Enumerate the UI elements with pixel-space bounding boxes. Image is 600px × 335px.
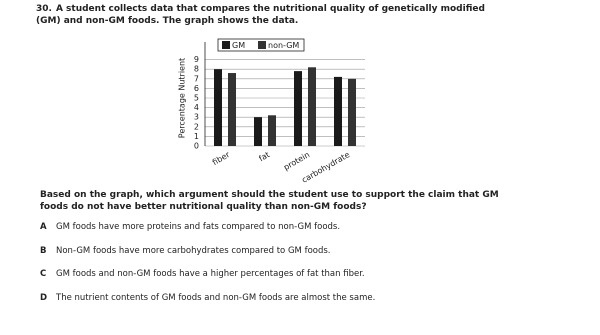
y-tick-label: 3 [194,113,199,122]
option-letter: C [40,269,47,279]
x-tick-label: fiber [211,150,232,167]
option[interactable]: B Non-GM foods have more carbohydrates co… [40,246,331,256]
y-tick-label: 9 [194,55,199,64]
y-tick-label: 2 [194,122,199,131]
x-tick-label: protein [282,150,311,172]
prompt: Based on the graph, which argument shoul… [40,190,499,212]
y-axis-label: Percentage Nutrient [178,58,187,138]
bar [294,71,302,146]
option[interactable]: C GM foods and non-GM foods have a higher… [40,269,365,279]
bar [348,78,356,146]
bar [308,67,316,146]
legend-label: GM [232,41,245,50]
question-text: A student collects data that compares th… [36,4,485,26]
y-tick-label: 5 [194,94,199,103]
y-tick-label: 6 [194,84,199,93]
option-text: GM foods and non-GM foods have a higher … [56,269,365,279]
y-tick-label: 8 [194,65,199,74]
y-tick-label: 0 [194,142,199,151]
y-tick-label: 4 [194,103,199,112]
option-letter: D [40,293,48,303]
x-tick-label: fat [257,150,271,163]
bar [334,76,342,146]
legend-swatch [222,41,230,49]
option-text: Non-GM foods have more carbohydrates com… [56,246,331,256]
bar [214,69,222,146]
legend-swatch [258,41,266,49]
bar [268,115,276,146]
option-text: The nutrient contents of GM foods and no… [56,293,376,303]
bar [228,73,236,146]
y-tick-label: 7 [194,74,199,83]
option-text: GM foods have more proteins and fats com… [56,222,341,232]
option-letter: A [40,222,47,232]
option[interactable]: A GM foods have more proteins and fats co… [40,222,340,232]
option-letter: B [40,246,47,256]
option[interactable]: D The nutrient contents of GM foods and n… [40,293,375,303]
question-number: 30. [36,4,52,14]
bar [254,117,262,146]
y-tick-label: 1 [194,132,199,141]
legend-label: non-GM [268,41,299,50]
question: 30. A student collects data that compares… [36,3,506,27]
